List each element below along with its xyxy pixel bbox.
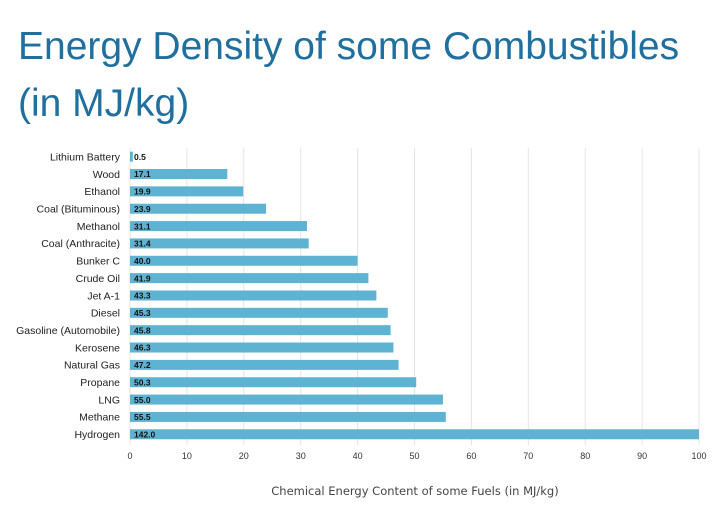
bar [130, 325, 391, 336]
x-tick-label: 50 [409, 451, 419, 461]
x-tick-label: 20 [239, 451, 249, 461]
value-label: 55.0 [134, 395, 151, 405]
bar [130, 411, 446, 422]
value-label: 31.1 [134, 221, 151, 231]
x-tick-label: 40 [353, 451, 363, 461]
category-label: Ethanol [84, 186, 120, 198]
x-tick-label: 70 [523, 451, 533, 461]
value-label: 31.4 [134, 239, 151, 249]
bar-chart: Lithium Battery 0.5 Wood 17.1 Ethanol 19.9 Coa… [16, 148, 707, 461]
category-label: Wood [93, 169, 120, 181]
value-label: 55.5 [134, 412, 151, 422]
x-tick-label: 30 [296, 451, 306, 461]
bar [130, 342, 394, 353]
category-label: Bunker C [76, 256, 120, 268]
value-label: 45.8 [134, 325, 151, 335]
category-label: Kerosene [75, 342, 120, 354]
x-tick-label: 100 [691, 451, 706, 461]
x-tick-label: 10 [182, 451, 192, 461]
value-label: 23.9 [134, 204, 151, 214]
bar [130, 221, 307, 232]
x-tick-label: 60 [466, 451, 476, 461]
category-label: Jet A-1 [87, 290, 120, 302]
bar [130, 203, 266, 214]
x-axis-label: Chemical Energy Content of some Fuels (i… [271, 484, 559, 498]
bars [130, 151, 699, 440]
value-label: 0.5 [134, 152, 146, 162]
bar [130, 238, 309, 249]
x-tick-label: 0 [127, 451, 132, 461]
category-label: Natural Gas [64, 360, 120, 372]
bar [130, 377, 417, 388]
value-label: 17.1 [134, 169, 151, 179]
bar [130, 273, 369, 284]
x-axis-ticks: 0 10 20 30 40 50 60 70 80 90 100 [127, 451, 706, 461]
category-labels: Lithium Battery 0.5 Wood 17.1 Ethanol 19.9 Coa… [16, 151, 155, 441]
category-label: Diesel [91, 308, 120, 320]
bar [130, 359, 399, 370]
value-label: 43.3 [134, 291, 151, 301]
category-label: Crude Oil [76, 273, 120, 285]
category-label: Methanol [77, 221, 120, 233]
value-label: 46.3 [134, 343, 151, 353]
category-label: Coal (Bituminous) [37, 204, 120, 216]
value-label: 40.0 [134, 256, 151, 266]
category-label: Propane [80, 377, 120, 389]
x-tick-label: 80 [580, 451, 590, 461]
bar [130, 429, 699, 440]
bar [130, 151, 133, 162]
value-label: 41.9 [134, 273, 151, 283]
category-label: Lithium Battery [50, 151, 121, 163]
value-label: 142.0 [134, 429, 156, 439]
x-tick-label: 90 [637, 451, 647, 461]
value-label: 50.3 [134, 377, 151, 387]
value-label: 19.9 [134, 187, 151, 197]
value-label: 47.2 [134, 360, 151, 370]
bar [130, 169, 228, 180]
bar [130, 290, 377, 301]
category-label: Methane [79, 412, 120, 424]
category-label: Hydrogen [74, 429, 120, 441]
category-label: LNG [98, 394, 120, 406]
category-label: Coal (Anthracite) [41, 238, 120, 250]
bar [130, 307, 388, 318]
chart-title: Energy Density of some Combustibles (in … [18, 25, 680, 125]
bar [130, 394, 443, 405]
value-label: 45.3 [134, 308, 151, 318]
category-label: Gasoline (Automobile) [16, 325, 120, 337]
bar [130, 186, 244, 197]
bar [130, 255, 358, 266]
